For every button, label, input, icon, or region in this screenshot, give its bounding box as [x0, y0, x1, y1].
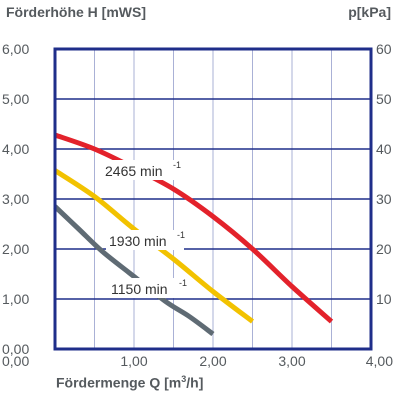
x-tick-label: 1,00 — [120, 353, 147, 369]
curve-label-bg — [102, 160, 180, 180]
y2-tick-label: 40 — [376, 141, 392, 157]
curve-label-bg — [108, 278, 186, 298]
x-axis-title-prefix: Fördermenge Q [m — [56, 374, 182, 391]
y2-tick-label: 50 — [376, 91, 392, 107]
y-tick-label: 4,00 — [2, 141, 29, 157]
curve-label: 1150 min — [111, 281, 168, 297]
curve-labels: 2465 min -1 1930 min -1 1150 min -1 — [102, 160, 187, 298]
x-axis-title: Fördermenge Q [m3/h] — [56, 374, 203, 391]
x-tick-label: 2,00 — [199, 353, 226, 369]
curve-label-exponent: -1 — [173, 160, 181, 170]
series-line-2 — [53, 204, 215, 337]
x-tick-label: 3,00 — [278, 353, 305, 369]
curve-label: 1930 min — [109, 233, 167, 249]
y-tick-label: 1,00 — [2, 291, 29, 307]
x-axis-title-suffix: /h] — [186, 374, 204, 391]
tick-labels: 0,00 1,00 2,00 3,00 4,00 5,00 6,00 10 20 30 40 50 60… — [2, 41, 393, 369]
y-tick-label: 2,00 — [2, 241, 29, 257]
y2-tick-label: 10 — [376, 291, 392, 307]
y2-tick-label: 30 — [376, 191, 392, 207]
y-axis-title: Förderhöhe H [mWS] — [6, 4, 146, 20]
x-axis-title-sup: 3 — [181, 374, 187, 384]
y-tick-label: 3,00 — [2, 191, 29, 207]
y2-tick-label: 60 — [376, 41, 392, 57]
y-tick-label: 6,00 — [2, 41, 29, 57]
curves — [53, 132, 334, 337]
y-tick-label: 5,00 — [2, 91, 29, 107]
y2-tick-label: 20 — [376, 241, 392, 257]
y-tick-label: 0,00 — [2, 341, 29, 357]
plot-frame — [53, 47, 373, 351]
curve-label-exponent: -1 — [177, 230, 185, 240]
x-tick-label: 0,00 — [2, 353, 29, 369]
curve-label: 2465 min — [105, 163, 163, 179]
curve-label-bg — [106, 230, 184, 250]
y2-axis-title: p[kPa] — [348, 4, 391, 20]
grid — [55, 49, 371, 349]
series-line-0 — [54, 132, 334, 324]
x-tick-label: 4,00 — [366, 353, 393, 369]
curve-label-exponent: -1 — [179, 278, 187, 288]
